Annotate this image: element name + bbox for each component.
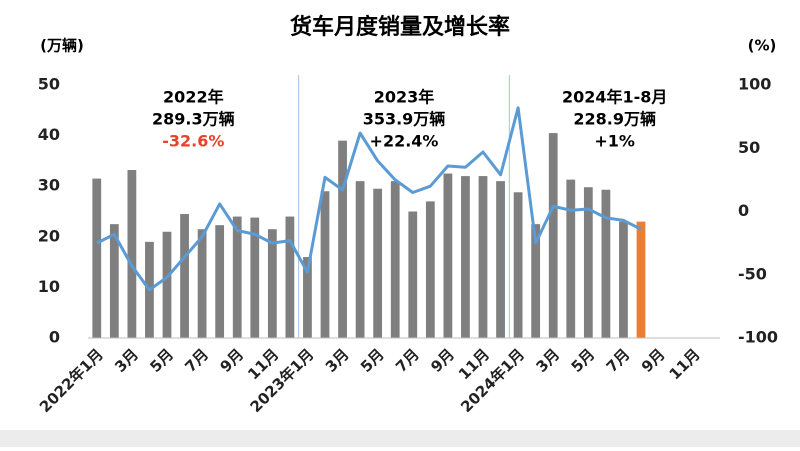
- bar: [250, 217, 260, 338]
- bar: [180, 214, 189, 338]
- x-tick-label: 9月: [638, 345, 669, 376]
- x-tick-label: 7月: [181, 345, 212, 376]
- bar: [355, 181, 365, 338]
- annotation: 2024年1-8月: [562, 88, 667, 107]
- x-tick-label: 3月: [322, 345, 353, 376]
- x-tick-label: 9月: [217, 345, 248, 376]
- y-tick-label: 0: [49, 328, 60, 347]
- y2-tick-label: -100: [738, 328, 778, 347]
- x-tick-label: 7月: [392, 345, 423, 376]
- bar: [127, 170, 137, 338]
- bar: [215, 225, 225, 338]
- x-tick-label: 5月: [146, 345, 177, 376]
- x-tick-label: 9月: [427, 345, 458, 376]
- bar: [267, 229, 277, 338]
- x-tick-label: 2022年1月: [36, 345, 107, 416]
- annotation: 353.9万辆: [363, 110, 446, 129]
- bar: [531, 224, 541, 338]
- bar: [636, 221, 646, 338]
- chart-title: 货车月度销量及增长率: [290, 14, 510, 40]
- bar: [461, 176, 470, 338]
- bar: [285, 216, 295, 338]
- bar: [513, 192, 523, 338]
- bar: [92, 178, 102, 338]
- bar: [583, 187, 593, 338]
- annotation: +1%: [594, 132, 635, 151]
- annotation: 289.3万辆: [152, 110, 235, 129]
- bar: [197, 229, 207, 338]
- bar: [390, 181, 400, 338]
- y2-tick-label: -50: [738, 264, 767, 283]
- x-tick-label: 5月: [357, 345, 388, 376]
- y-tick-label: 10: [38, 277, 60, 296]
- bar: [109, 224, 119, 338]
- bar: [303, 257, 312, 338]
- annotation: 228.9万辆: [573, 110, 656, 129]
- annotation: +22.4%: [370, 132, 439, 151]
- bar: [408, 211, 418, 338]
- bar: [443, 173, 453, 338]
- bar: [601, 189, 611, 338]
- annotation: 2022年: [163, 88, 224, 107]
- x-tick-label: 11月: [666, 345, 704, 383]
- y-tick-label: 30: [38, 176, 60, 195]
- x-tick-label: 3月: [533, 345, 564, 376]
- growth-line: [96, 106, 642, 292]
- footer-band: [0, 430, 800, 447]
- y2-axis-label: (%): [748, 37, 777, 55]
- y2-tick-label: 100: [738, 75, 771, 94]
- bar: [320, 191, 330, 338]
- x-tick-label: 7月: [603, 345, 634, 376]
- y-tick-label: 40: [38, 125, 60, 144]
- annotation: 2023年: [374, 88, 435, 107]
- y-tick-label: 20: [38, 226, 60, 245]
- bar: [425, 201, 435, 338]
- bar: [162, 231, 172, 338]
- annotation: -32.6%: [162, 132, 224, 151]
- y-tick-label: 50: [38, 75, 60, 94]
- bar: [619, 221, 628, 338]
- y-axis-label: (万辆): [40, 37, 84, 55]
- x-tick-label: 5月: [568, 345, 599, 376]
- bar: [373, 188, 383, 338]
- y2-tick-label: 0: [738, 201, 749, 220]
- y2-tick-label: 50: [738, 138, 760, 157]
- bar: [478, 176, 488, 338]
- bar: [548, 133, 558, 338]
- bar: [232, 216, 242, 338]
- bar: [496, 181, 505, 338]
- bar: [338, 140, 347, 338]
- bar: [566, 179, 576, 338]
- x-tick-label: 3月: [111, 345, 142, 376]
